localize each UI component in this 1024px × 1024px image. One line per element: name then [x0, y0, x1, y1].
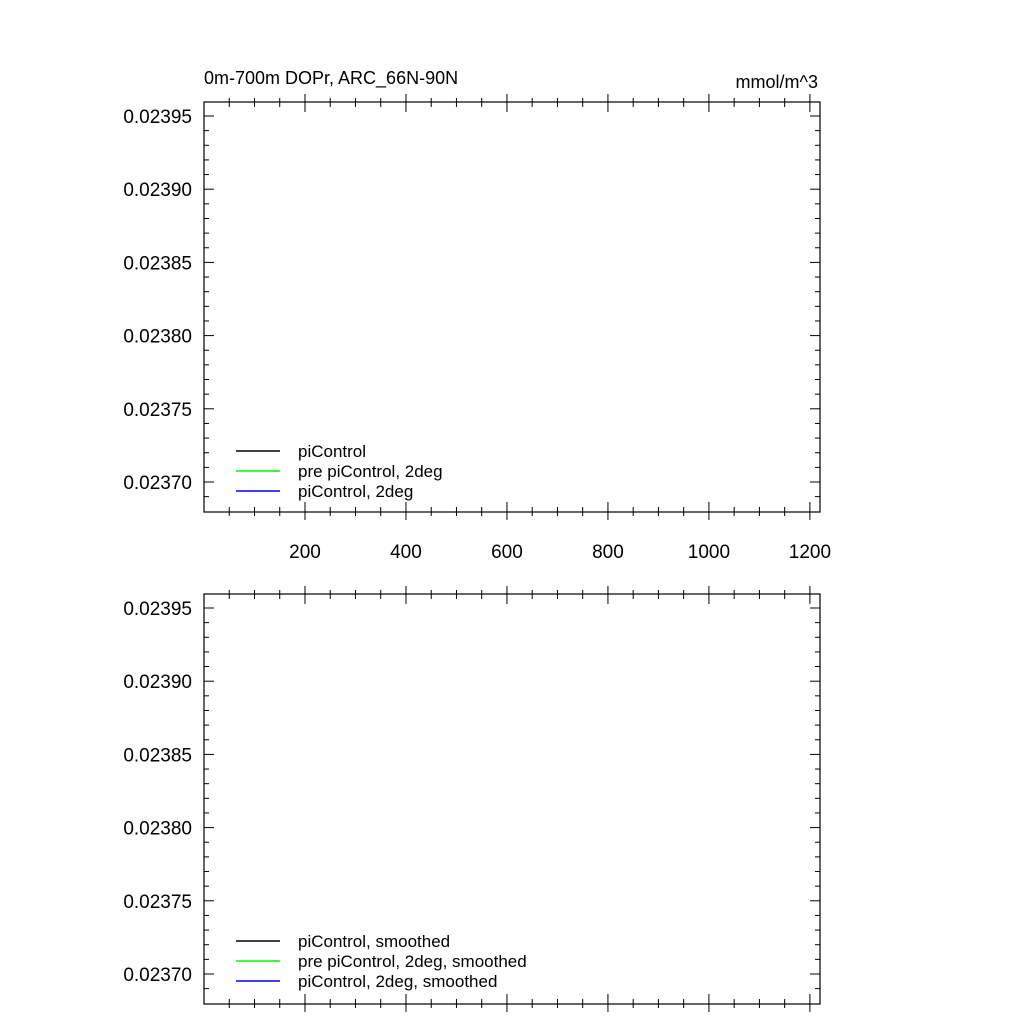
- plot-frame: [203, 101, 821, 513]
- y-tick-label: 0.02370: [123, 473, 192, 494]
- y-tick-label: 0.02375: [123, 892, 192, 913]
- axis-ticks: [204, 94, 820, 520]
- y-tick-label: 0.02375: [123, 400, 192, 421]
- x-tick-label: 400: [390, 542, 422, 563]
- y-tick-labels: 0.02395 0.02390 0.02385 0.02380 0.02375 0.023…: [123, 107, 192, 494]
- axis-ticks: [204, 586, 820, 1012]
- y-tick-label: 0.02380: [123, 819, 192, 840]
- bottom-panel: 0.02395 0.02390 0.02385 0.02380 0.02375 0.023…: [123, 586, 821, 1012]
- legend-label: piControl, smoothed: [298, 932, 450, 951]
- x-tick-labels: 200 400 600 800 1000 1200: [289, 542, 831, 563]
- y-tick-label: 0.02385: [123, 745, 192, 766]
- y-tick-label: 0.02390: [123, 180, 192, 201]
- y-tick-label: 0.02395: [123, 107, 192, 128]
- legend-label: piControl: [298, 442, 366, 461]
- units-label: mmol/m^3: [736, 72, 818, 92]
- y-tick-labels: 0.02395 0.02390 0.02385 0.02380 0.02375 0.023…: [123, 599, 192, 986]
- legend-label: pre piControl, 2deg, smoothed: [298, 952, 527, 971]
- x-tick-label: 800: [592, 542, 624, 563]
- y-tick-label: 0.02370: [123, 965, 192, 986]
- legend-label: piControl, 2deg: [298, 482, 413, 501]
- top-panel: 0m-700m DOPr, ARC_66N-90N mmol/m^3 0.023…: [123, 68, 831, 563]
- x-tick-label: 600: [491, 542, 523, 563]
- plot-frame: [203, 593, 821, 1005]
- x-tick-label: 1200: [789, 542, 831, 563]
- x-tick-label: 1000: [688, 542, 730, 563]
- legend-label: pre piControl, 2deg: [298, 462, 443, 481]
- y-tick-label: 0.02395: [123, 599, 192, 620]
- y-tick-label: 0.02390: [123, 672, 192, 693]
- chart-title: 0m-700m DOPr, ARC_66N-90N: [204, 68, 458, 89]
- y-tick-label: 0.02385: [123, 253, 192, 274]
- legend-label: piControl, 2deg, smoothed: [298, 972, 497, 991]
- y-tick-label: 0.02380: [123, 327, 192, 348]
- x-tick-label: 200: [289, 542, 321, 563]
